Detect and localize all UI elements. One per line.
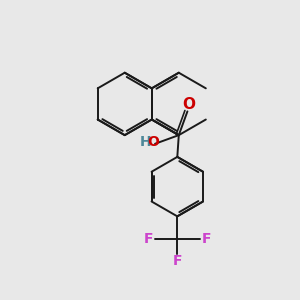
Text: H: H xyxy=(140,135,152,149)
Text: O: O xyxy=(148,135,160,149)
Text: F: F xyxy=(172,254,182,268)
Text: O: O xyxy=(182,98,195,112)
Text: F: F xyxy=(201,232,211,246)
Text: F: F xyxy=(144,232,153,246)
